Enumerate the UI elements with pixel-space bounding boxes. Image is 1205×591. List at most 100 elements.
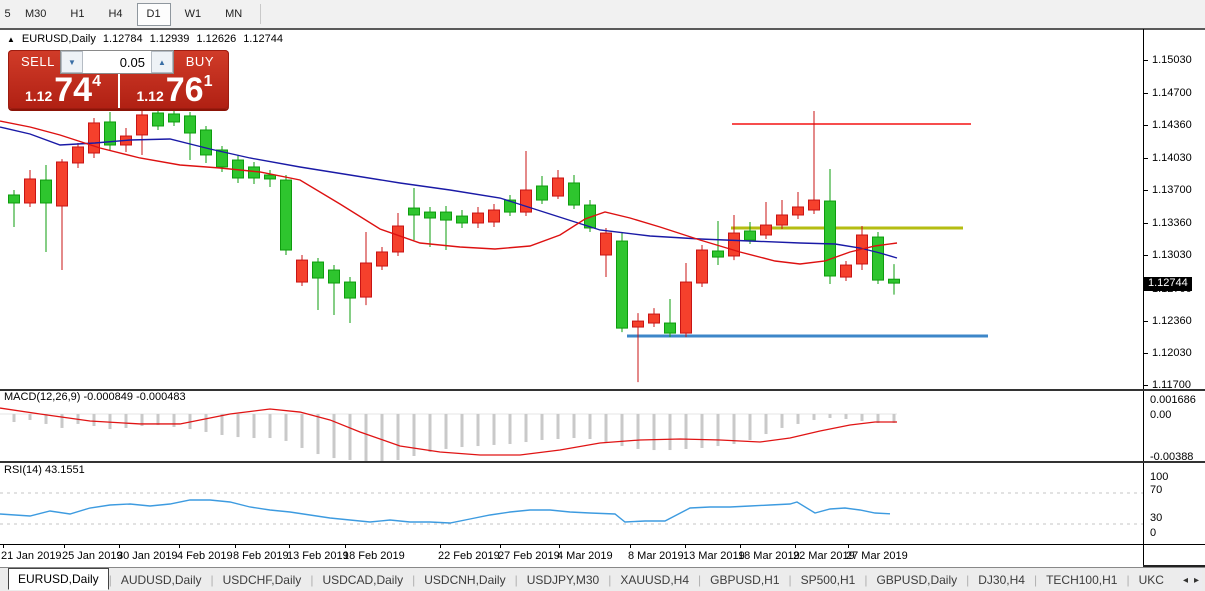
candle-body [792,206,804,216]
buy-button[interactable]: BUY [185,54,214,69]
date-axis-label: 27 Mar 2019 [846,550,908,562]
candle-body [728,232,740,257]
candle-body [552,177,564,197]
rsi-panel-separator[interactable] [0,461,1205,463]
symbol-tab-eurusd[interactable]: EURUSD,Daily [8,568,109,590]
candle-body [328,269,340,284]
candle-body [568,182,580,206]
candle-body [40,179,52,204]
candle-body [680,281,692,334]
symbol-tab-sp500[interactable]: SP500,H1 [800,573,856,587]
date-tick [500,545,501,548]
macd-histogram-bar [12,414,16,423]
price-axis-label: 1.12030 [1152,347,1192,359]
date-axis-label: 4 Feb 2019 [177,550,233,562]
indicator-line [0,120,898,265]
macd-histogram-bar [748,414,752,440]
date-tick [64,545,65,548]
indicator-axis-label: 100 [1150,471,1169,483]
main-price-chart[interactable] [0,29,1143,390]
symbol-tab-usdcnh[interactable]: USDCNH,Daily [424,573,506,587]
price-tick [1144,353,1148,354]
tab-separator: | [108,573,112,587]
buy-price-base: 1.12 [136,87,164,104]
candle-body [744,230,756,241]
collapse-panel-icon[interactable]: ▲ [7,34,15,44]
timeframe-button-w1[interactable]: W1 [184,8,202,20]
symbol-tab-tech100[interactable]: TECH100,H1 [1046,573,1118,587]
timeframe-button-mn[interactable]: MN [225,8,243,20]
timeframe-button-m30[interactable]: M30 [25,8,47,20]
tab-separator: | [864,573,868,587]
tab-separator: | [210,573,214,587]
timeframe-button-h4[interactable]: H4 [108,8,123,20]
candle-body [520,189,532,213]
symbol-tab-audusd[interactable]: AUDUSD,Daily [120,573,202,587]
macd-histogram-bar [444,414,448,449]
tab-separator: | [310,573,314,587]
macd-histogram-bar [364,414,368,462]
macd-histogram-bar [812,414,816,420]
date-tick [119,545,120,548]
candle-body [776,214,788,226]
symbol-tab-ukc[interactable]: UKC [1138,573,1164,587]
candle-body [584,204,596,229]
macd-panel-separator[interactable] [0,389,1205,391]
candle-body [888,278,900,284]
tab-scroll-left-icon[interactable]: ◂ [1182,574,1188,586]
rsi-indicator-chart[interactable] [0,462,1143,544]
date-tick [3,545,4,548]
sell-price-base: 1.12 [25,87,53,104]
macd-histogram-bar [780,414,784,428]
volume-decrease-button[interactable]: ▼ [61,51,83,73]
buy-price-button[interactable]: 1.12 76 1 [120,70,229,109]
tab-separator: | [788,573,792,587]
sell-button[interactable]: SELL [21,54,55,69]
date-axis-label: 4 Mar 2019 [557,550,613,562]
macd-indicator-chart[interactable] [0,390,1143,462]
sell-price-button[interactable]: 1.12 74 4 [8,70,118,109]
symbol-tab-usdchf[interactable]: USDCHF,Daily [222,573,302,587]
timeframe-button-h1[interactable]: H1 [70,8,85,20]
date-axis[interactable] [0,545,1143,567]
date-tick [685,545,686,548]
macd-histogram-bar [556,414,560,439]
symbol-tab-gbpusd[interactable]: GBPUSD,H1 [710,573,780,587]
ohlc-close: 1.12744 [243,33,283,45]
symbol-tab-dj30[interactable]: DJ30,H4 [978,573,1025,587]
price-axis-label: 1.11700 [1152,379,1191,391]
macd-histogram-bar [124,414,128,428]
symbol-tab-xauusd[interactable]: XAUUSD,H4 [620,573,690,587]
buy-price-point: 1 [203,72,213,90]
macd-histogram-bar [524,414,528,443]
tab-separator: | [1126,573,1130,587]
macd-histogram-bar [412,414,416,456]
symbol-tab-usdcad[interactable]: USDCAD,Daily [322,573,404,587]
volume-increase-button[interactable]: ▲ [151,51,173,73]
timeframe-button-d1[interactable]: D1 [136,2,171,26]
price-tick [1144,125,1148,126]
indicator-line [0,126,898,259]
candle-body [56,161,68,207]
rsi-label: RSI(14) 43.1551 [4,464,85,476]
candle-body [456,215,468,224]
one-click-trading-panel: SELL BUY ▼ 0.05 ▲ 1.12 74 4 1.12 76 1 [8,50,229,109]
macd-histogram-bar [668,414,672,451]
price-tick [1144,321,1148,322]
price-tick [1144,60,1148,61]
date-axis-label: 18 Mar 2019 [738,550,800,562]
candle-body [72,146,84,164]
candle-body [504,199,516,213]
candle-body [360,262,372,298]
macd-histogram-bar [332,414,336,459]
symbol-tab-usdjpy[interactable]: USDJPY,M30 [526,573,600,587]
price-axis-label: 1.13360 [1152,217,1192,229]
symbol-tab-gbpusd[interactable]: GBPUSD,Daily [876,573,958,587]
tab-scroll-right-icon[interactable]: ▸ [1193,574,1199,586]
volume-input[interactable]: 0.05 [83,51,151,73]
timeframe-button-cut[interactable]: 5 [4,8,11,20]
candle-body [760,224,772,236]
price-tick [1144,93,1148,94]
candle-body [408,207,420,216]
macd-signal-line [0,407,897,456]
